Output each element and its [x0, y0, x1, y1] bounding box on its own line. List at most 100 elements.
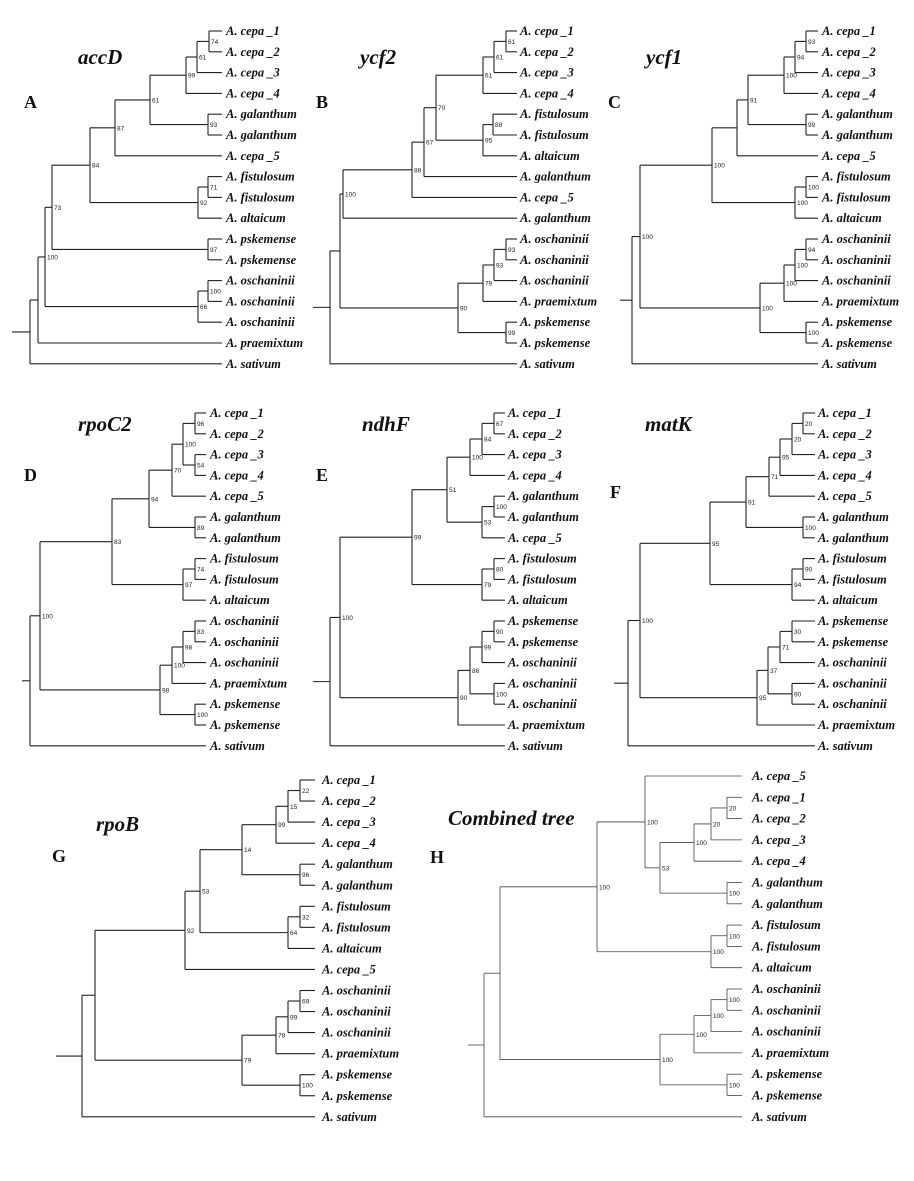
bootstrap-value: 99: [278, 822, 286, 829]
taxon-label-a-galanthum: A. galanthum: [225, 107, 297, 121]
taxon-label-a-fistulosum: A. fistulosum: [519, 128, 589, 142]
gene-title: Combined tree: [448, 806, 575, 830]
gene-title: ycf2: [357, 45, 397, 69]
bootstrap-value: 90: [460, 695, 468, 702]
gene-title: rpoC2: [78, 412, 132, 436]
bootstrap-value: 100: [805, 525, 816, 532]
bootstrap-value: 100: [696, 840, 707, 847]
taxon-label-a-cepa-1: A. cepa _1: [519, 24, 574, 38]
bootstrap-value: 84: [484, 437, 492, 444]
bootstrap-value: 100: [786, 73, 797, 80]
taxon-label-a-cepa-5: A. cepa _5: [321, 962, 376, 976]
bootstrap-value: 53: [484, 520, 492, 527]
taxon-label-a-pskemense: A. pskemense: [225, 232, 297, 246]
bootstrap-value: 100: [647, 819, 658, 826]
taxon-label-a-galanthum: A. galanthum: [751, 897, 823, 911]
taxon-label-a-cepa-3: A. cepa _3: [817, 448, 872, 462]
taxon-label-a-pskemense: A. pskemense: [507, 635, 579, 649]
bootstrap-value: 73: [54, 205, 62, 212]
taxon-label-a-cepa-1: A. cepa _1: [817, 406, 872, 420]
taxon-label-a-sativum: A. sativum: [751, 1110, 807, 1124]
taxon-label-a-altaicum: A. altaicum: [209, 593, 270, 607]
panel-letter: F: [610, 482, 621, 502]
bootstrap-value: 66: [200, 304, 208, 311]
bootstrap-value: 99: [484, 645, 492, 652]
bootstrap-value: 90: [496, 629, 504, 636]
bootstrap-value: 22: [302, 788, 310, 795]
bootstrap-value: 100: [599, 884, 610, 891]
bootstrap-value: 93: [508, 247, 516, 254]
bootstrap-value: 99: [414, 535, 422, 542]
bootstrap-value: 100: [786, 281, 797, 288]
taxon-label-a-cepa-1: A. cepa _1: [209, 406, 264, 420]
bootstrap-value: 20: [794, 437, 802, 444]
bootstrap-value: 88: [414, 167, 422, 174]
bootstrap-value: 100: [729, 997, 740, 1004]
taxon-label-a-cepa-5: A. cepa _5: [821, 149, 876, 163]
bootstrap-value: 100: [42, 613, 53, 620]
bootstrap-value: 100: [797, 263, 808, 270]
bootstrap-value: 51: [449, 487, 457, 494]
taxon-label-a-cepa-5: A. cepa _5: [817, 489, 872, 503]
taxon-label-a-oschaninii: A. oschaninii: [225, 294, 295, 308]
taxon-label-a-cepa-2: A. cepa _2: [519, 45, 574, 59]
taxon-label-a-fistulosum: A. fistulosum: [821, 170, 891, 184]
taxon-label-a-cepa-3: A. cepa _3: [821, 66, 876, 80]
bootstrap-value: 61: [508, 39, 516, 46]
bootstrap-value: 100: [47, 254, 58, 261]
bootstrap-value: 94: [151, 496, 159, 503]
taxon-label-a-pskemense: A. pskemense: [209, 718, 281, 732]
taxon-label-a-cepa-2: A. cepa _2: [209, 427, 264, 441]
taxon-label-a-cepa-3: A. cepa _3: [751, 833, 806, 847]
taxon-label-a-praemixtum: A. praemixtum: [817, 718, 895, 732]
bootstrap-value: 97: [210, 247, 218, 254]
taxon-label-a-altaicum: A. altaicum: [751, 961, 812, 975]
bootstrap-value: 64: [290, 930, 298, 937]
bootstrap-value: 96: [197, 421, 205, 428]
taxon-label-a-galanthum: A. galanthum: [817, 510, 889, 524]
taxon-label-a-cepa-2: A. cepa _2: [817, 427, 872, 441]
gene-title: rpoB: [96, 812, 139, 836]
bootstrap-value: 20: [805, 421, 813, 428]
taxon-label-a-oschaninii: A. oschaninii: [321, 1026, 391, 1040]
taxon-label-a-praemixtum: A. praemixtum: [507, 718, 585, 732]
taxon-label-a-fistulosum: A. fistulosum: [507, 552, 577, 566]
taxon-label-a-cepa-4: A. cepa _4: [321, 836, 376, 850]
taxon-label-a-cepa-2: A. cepa _2: [225, 45, 280, 59]
taxon-label-a-fistulosum: A. fistulosum: [821, 190, 891, 204]
taxon-label-a-galanthum: A. galanthum: [519, 211, 591, 225]
bootstrap-value: 89: [197, 525, 205, 532]
taxon-label-a-pskemense: A. pskemense: [321, 1089, 393, 1103]
taxon-label-a-cepa-2: A. cepa _2: [751, 812, 806, 826]
taxon-label-a-praemixtum: A. praemixtum: [321, 1047, 399, 1061]
bootstrap-value: 79: [485, 281, 493, 288]
bootstrap-value: 100: [642, 618, 653, 625]
bootstrap-value: 94: [797, 55, 805, 62]
bootstrap-value: 94: [808, 247, 816, 254]
taxon-label-a-oschaninii: A. oschaninii: [821, 274, 891, 288]
taxon-label-a-cepa-4: A. cepa _4: [209, 468, 264, 482]
bootstrap-value: 98: [162, 687, 170, 694]
taxon-label-a-oschaninii: A. oschaninii: [225, 315, 295, 329]
bootstrap-value: 100: [808, 185, 819, 192]
bootstrap-value: 100: [496, 504, 507, 511]
taxon-label-a-cepa-3: A. cepa _3: [507, 448, 562, 462]
taxon-label-a-oschaninii: A. oschaninii: [519, 232, 589, 246]
taxon-label-a-cepa-1: A. cepa _1: [321, 773, 376, 787]
bootstrap-value: 86: [472, 668, 480, 675]
gene-title: matK: [645, 412, 694, 436]
bootstrap-value: 20: [713, 821, 721, 828]
taxon-label-a-cepa-4: A. cepa _4: [751, 854, 806, 868]
bootstrap-value: 98: [185, 645, 193, 652]
taxon-label-a-oschaninii: A. oschaninii: [321, 1005, 391, 1019]
taxon-label-a-fistulosum: A. fistulosum: [507, 572, 577, 586]
bootstrap-value: 15: [290, 804, 298, 811]
taxon-label-a-cepa-1: A. cepa _1: [225, 24, 280, 38]
taxon-label-a-oschaninii: A. oschaninii: [209, 614, 279, 628]
bootstrap-value: 99: [290, 1014, 298, 1021]
taxon-label-a-altaicum: A. altaicum: [821, 211, 882, 225]
taxon-label-a-oschaninii: A. oschaninii: [817, 697, 887, 711]
